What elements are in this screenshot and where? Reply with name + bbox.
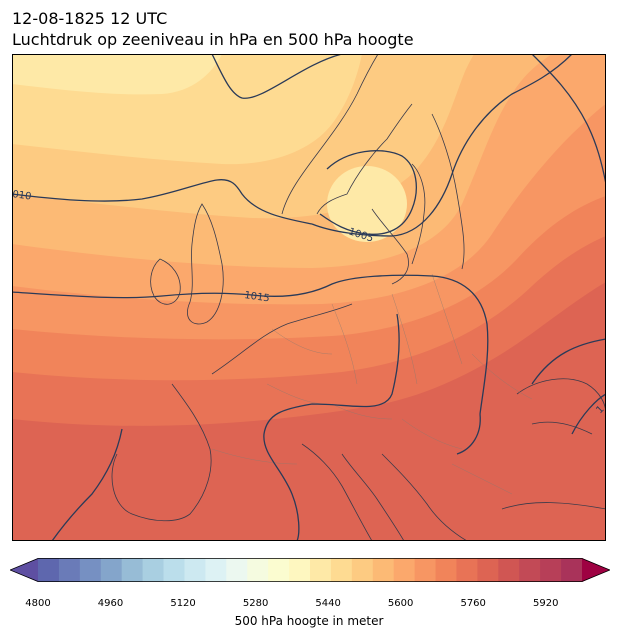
isobar-label-1010-west: 010 bbox=[12, 189, 32, 203]
colorbar-segment bbox=[519, 558, 541, 582]
colorbar-segment bbox=[121, 558, 144, 582]
colorbar-segment bbox=[372, 558, 395, 582]
colorbar-over-arrow bbox=[582, 558, 610, 582]
isobars bbox=[12, 54, 606, 541]
height-band-5480-scandinavia bbox=[327, 166, 407, 242]
colorbar-segment bbox=[351, 558, 374, 582]
colorbar-tick-label: 5920 bbox=[532, 598, 559, 609]
colorbar-tick-label: 5760 bbox=[460, 598, 486, 609]
colorbar-segment bbox=[142, 558, 165, 582]
colorbar-segment bbox=[58, 558, 81, 582]
colorbar-segment bbox=[561, 558, 583, 582]
colorbar-segment bbox=[226, 558, 248, 582]
colorbar-segment bbox=[38, 558, 60, 582]
isobar-label-right: 1 bbox=[594, 404, 606, 416]
borders bbox=[211, 273, 533, 495]
colorbar-segment bbox=[540, 558, 562, 582]
map-frame bbox=[12, 54, 606, 541]
colorbar-segment bbox=[205, 558, 227, 582]
colorbar-segment bbox=[289, 558, 311, 582]
colorbar-under-arrow bbox=[10, 558, 38, 582]
colorbar-tick-label: 5600 bbox=[387, 598, 414, 609]
colorbar-segment bbox=[163, 558, 185, 582]
colorbar-segment bbox=[414, 558, 437, 582]
colorbar-tick-label: 4960 bbox=[97, 598, 124, 609]
colorbar-outline bbox=[10, 558, 610, 582]
colorbar bbox=[10, 558, 610, 582]
colorbar-tick-label: 5120 bbox=[170, 598, 196, 609]
isobar-label-1015: 1015 bbox=[244, 290, 271, 304]
colorbar-segment bbox=[435, 558, 457, 582]
colorbar-segment bbox=[498, 558, 520, 582]
height-band-5480-north bbox=[12, 54, 222, 95]
map-date-title: 12-08-1825 12 UTC bbox=[12, 9, 168, 28]
map-subtitle: Luchtdruk op zeeniveau in hPa en 500 hPa… bbox=[12, 30, 414, 49]
colorbar-segment bbox=[247, 558, 269, 582]
colorbar-segment bbox=[184, 558, 206, 582]
coastlines bbox=[111, 54, 606, 541]
colorbar-segment bbox=[456, 558, 478, 582]
colorbar-segment bbox=[79, 558, 102, 582]
colorbar-segment bbox=[477, 558, 499, 582]
colorbar-segment bbox=[393, 558, 416, 582]
colorbar-label: 500 hPa hoogte in meter bbox=[234, 614, 384, 628]
colorbar-tick-label: 5440 bbox=[315, 598, 341, 609]
colorbar-segment bbox=[100, 558, 123, 582]
colorbar-segment bbox=[310, 558, 332, 582]
colorbar-tick-label: 5280 bbox=[242, 598, 269, 609]
colorbar-segment bbox=[268, 558, 290, 582]
colorbar-tick-label: 4800 bbox=[25, 598, 51, 609]
colorbar-segment bbox=[330, 558, 353, 582]
weather-map: 010 1005 1015 1 bbox=[12, 54, 606, 541]
